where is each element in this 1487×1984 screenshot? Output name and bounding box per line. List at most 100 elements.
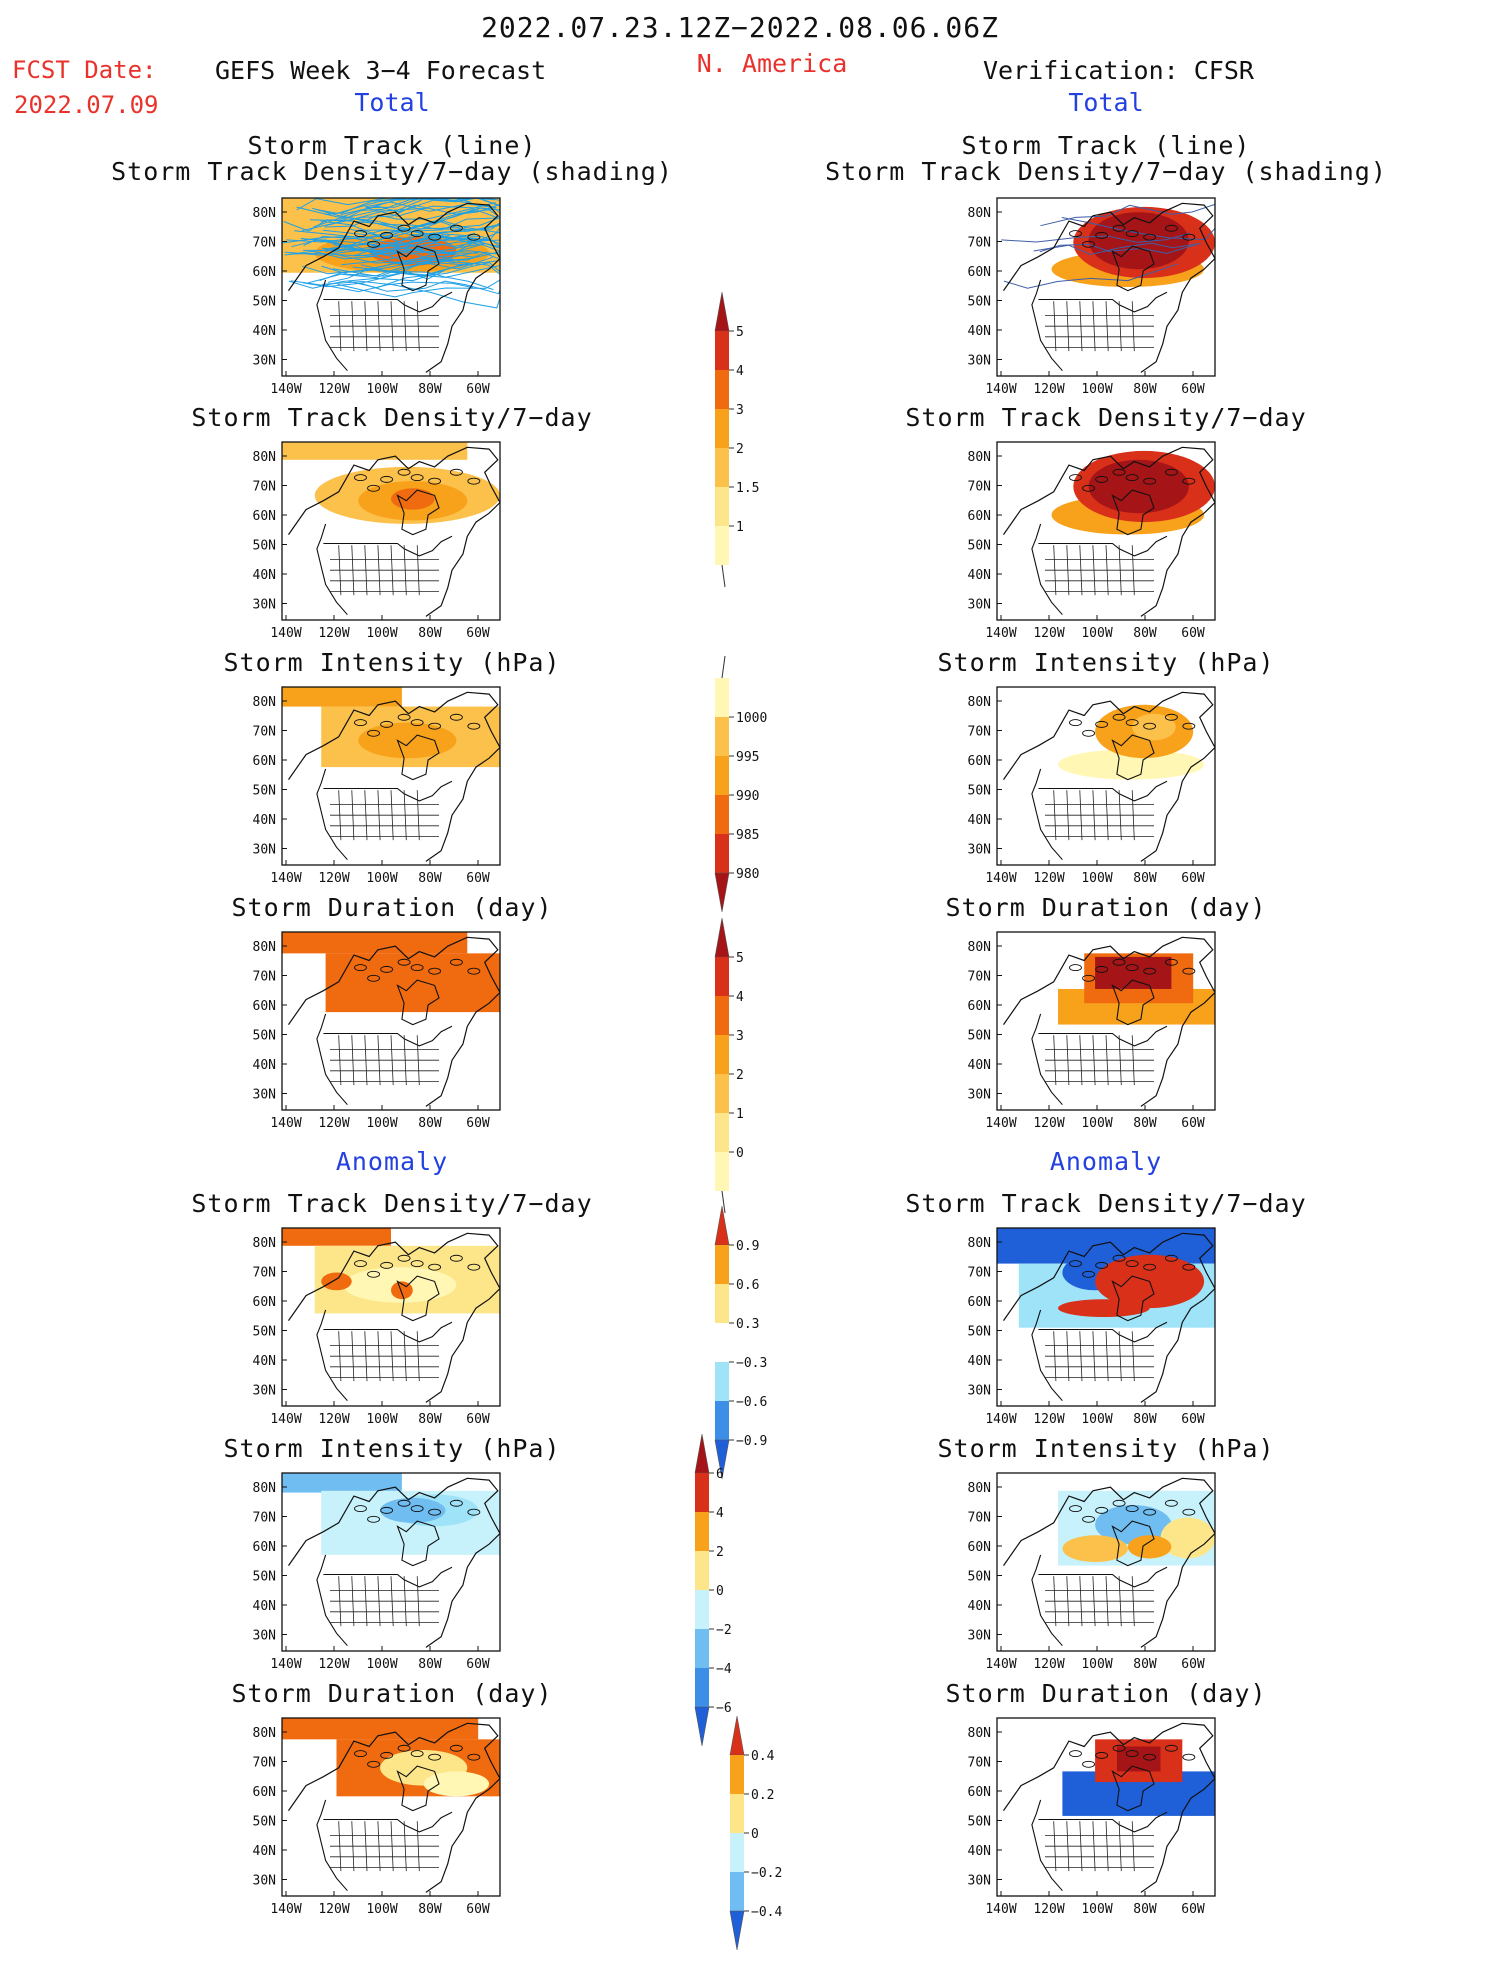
island-outline [449,958,463,966]
panel-title-intensity-anom-left: Storm Intensity (hPa) [223,1434,561,1463]
island-outline [367,240,381,248]
lon-tick-label: 100W [366,1657,397,1672]
island-outline [1082,729,1096,737]
colorbar-segment [714,1439,730,1480]
island-outline [1164,468,1178,476]
lon-tick-label: 60W [466,1902,490,1917]
island-outline [1125,1505,1139,1513]
island-outline [1125,230,1139,238]
lon-tick-label: 60W [466,1657,490,1672]
lon-tick-label: 120W [318,1412,349,1427]
west-coast [1031,523,1063,616]
colorbar-segment [715,996,729,1035]
lat-tick-label: 40N [968,813,991,828]
map-duration-verification: 80N 70N 60N 50N 40N 30N 140W 120W 100W 80W 60W [955,928,1225,1134]
lon-tick-label: 100W [366,626,397,641]
lat-tick-label: 50N [253,539,276,554]
island-outline [354,1505,367,1513]
storm-track-line [324,231,500,263]
storm-track-line [290,252,479,264]
map-frame [996,1472,1216,1652]
island-outline [1125,719,1139,727]
us-canada-border [323,291,453,313]
lat-tick-label: 70N [253,1266,276,1281]
colorbar-label: 5 [736,951,744,966]
lat-tick-label: 80N [968,940,991,955]
island-outline [467,477,481,485]
hudson-bay [396,489,440,536]
colorbar-label: 1000 [736,711,767,726]
island-outline [1112,1254,1126,1262]
island-outline [1182,1508,1196,1516]
lon-tick-label: 80W [418,1657,442,1672]
coastline [288,202,500,373]
coastline [288,1232,500,1403]
lat-tick-label: 40N [253,1599,276,1614]
colorbar-label: 980 [736,867,759,882]
lon-tick-label: 100W [366,871,397,886]
colorbar-label: 0 [751,1827,759,1842]
island-outline [410,719,424,727]
island-outline [397,1499,411,1507]
coastline [288,446,500,617]
colorbar-segment [715,1362,729,1401]
panel-title-intensity-right: Storm Intensity (hPa) [937,648,1275,677]
colorbar-label: 995 [736,750,759,765]
storm-track-line [327,256,455,283]
storm-track-line [320,220,500,245]
colorbar-segment [715,526,729,565]
lon-tick-label: 120W [318,1657,349,1672]
right-total-label: Total [1068,88,1144,117]
map-density-anom-forecast: 80N 70N 60N 50N 40N 30N 140W 120W 100W 80W 60W [240,1224,510,1430]
colorbar-intensity-total: 1000 995 990 985 980 [700,648,780,946]
lon-tick-label: 120W [1033,382,1064,397]
island-outline [1095,965,1109,973]
lon-tick-label: 100W [1081,1657,1112,1672]
hudson-bay [1111,1765,1155,1812]
shaded-region [380,1497,446,1523]
us-canada-border [1038,291,1168,313]
map-frame [281,197,501,377]
lat-tick-label: 50N [253,295,276,310]
lat-tick-label: 70N [968,725,991,740]
storm-track-line [302,221,466,251]
island-outline [367,1515,381,1523]
colorbar-label: 2 [716,1545,724,1560]
lat-tick-label: 80N [968,695,991,710]
island-outline [410,964,424,972]
lon-tick-label: 140W [270,1116,301,1131]
lon-tick-label: 80W [1133,1116,1157,1131]
colorbar-segment [730,1794,744,1833]
lon-tick-label: 80W [418,626,442,641]
lat-tick-label: 40N [253,324,276,339]
colorbar-segment [695,1629,709,1668]
lat-tick-label: 30N [253,1384,276,1399]
colorbar-label: 4 [716,1506,724,1521]
map-frame [281,686,501,866]
map-frame [996,441,1216,621]
lon-tick-label: 140W [985,871,1016,886]
lon-tick-label: 80W [1133,1902,1157,1917]
island-outline [380,720,394,728]
colorbar-segment [714,872,730,913]
colorbar-segment [715,957,729,996]
colorbar-segment [715,756,729,795]
colorbar-segment [715,331,729,370]
colorbar-segment [715,717,729,756]
coastline [1003,1722,1215,1893]
panel-title-duration-anom-right: Storm Duration (day) [945,1679,1267,1708]
colorbar-intensity-anom: −6 −4 −2 0 2 4 6 [680,1404,760,1780]
island-outline [1164,713,1178,721]
island-outline [1125,1750,1139,1758]
lon-tick-label: 80W [1133,626,1157,641]
shaded-region [1116,1746,1161,1772]
lat-tick-label: 50N [968,1815,991,1830]
lon-tick-label: 120W [318,1116,349,1131]
map-intensity-verification: 80N 70N 60N 50N 40N 30N 140W 120W 100W 80W 60W [955,683,1225,889]
colorbar-label: −0.3 [736,1356,767,1371]
map-frame [281,1717,501,1897]
map-intensity-anom-verification: 80N 70N 60N 50N 40N 30N 140W 120W 100W 80W 60W [955,1469,1225,1675]
island-outline [1069,1505,1082,1513]
lat-tick-label: 50N [253,1815,276,1830]
island-outline [467,233,481,241]
